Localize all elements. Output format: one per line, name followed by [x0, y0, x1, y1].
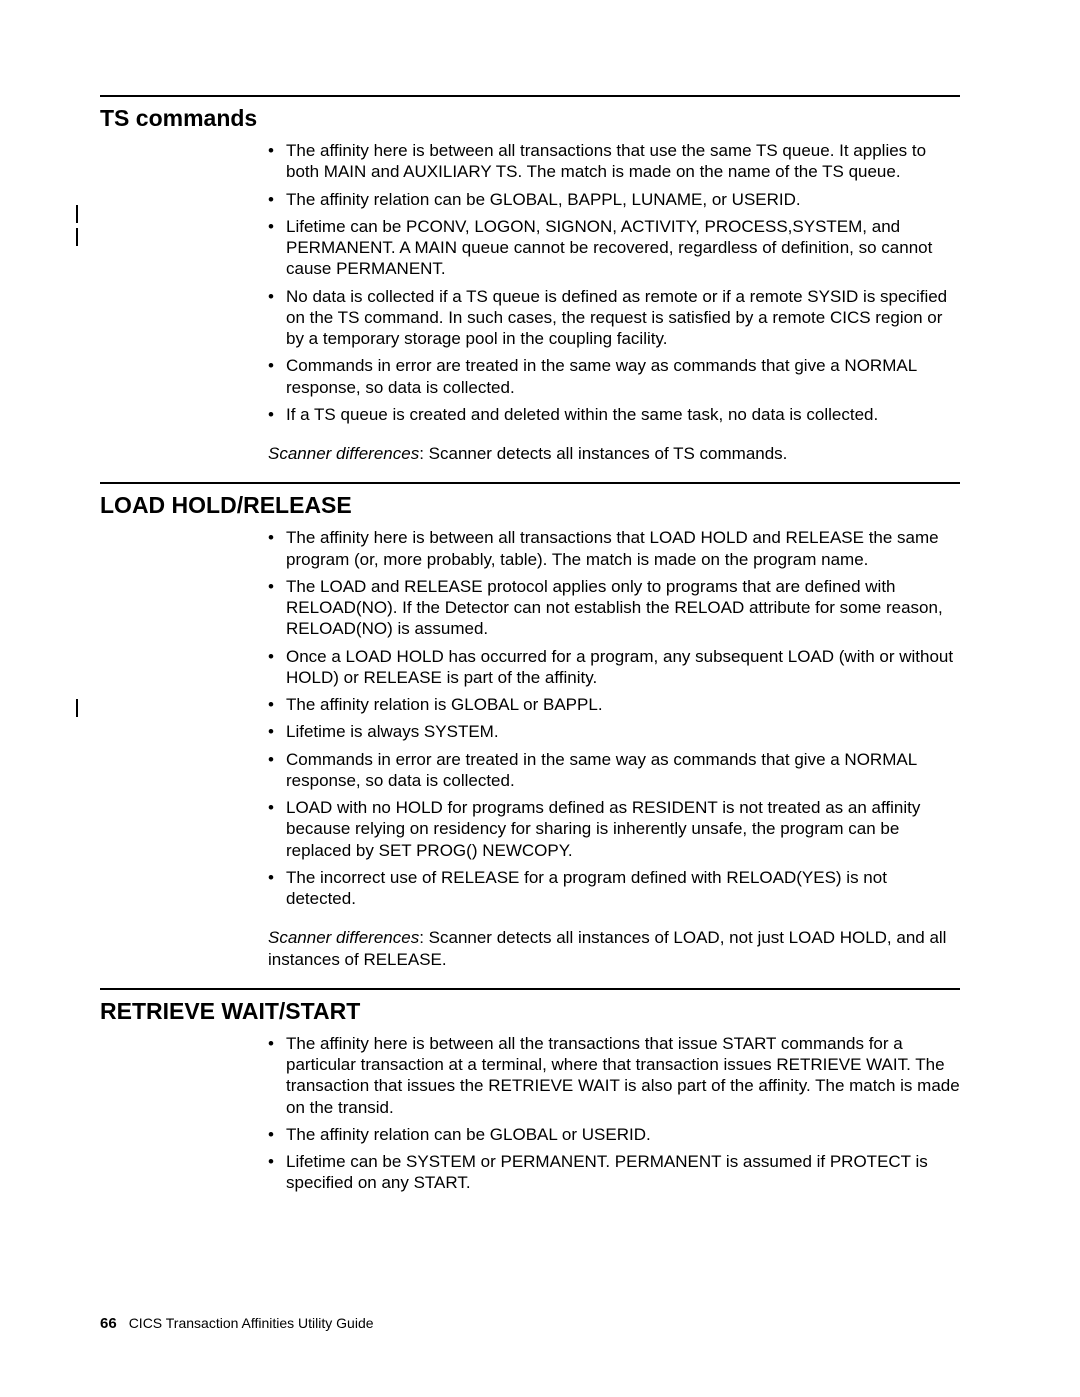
page-number: 66	[100, 1315, 117, 1332]
heading-retrieve-wait-start: RETRIEVE WAIT/START	[100, 998, 960, 1025]
list-item: The affinity here is between all transac…	[268, 527, 960, 570]
section1-bullets: The affinity here is between all transac…	[268, 140, 960, 425]
list-item: Commands in error are treated in the sam…	[268, 749, 960, 792]
list-item: The affinity relation can be GLOBAL, BAP…	[268, 189, 960, 210]
revision-bar	[76, 228, 78, 246]
list-item: Lifetime can be SYSTEM or PERMANENT. PER…	[268, 1151, 960, 1194]
page-content: TS commands The affinity here is between…	[100, 95, 960, 1200]
note-text: : Scanner detects all instances of TS co…	[419, 444, 787, 463]
list-item: If a TS queue is created and deleted wit…	[268, 404, 960, 425]
section-rule	[100, 988, 960, 990]
heading-ts-commands: TS commands	[100, 105, 960, 132]
list-item: Lifetime can be PCONV, LOGON, SIGNON, AC…	[268, 216, 960, 280]
section2-bullets: The affinity here is between all transac…	[268, 527, 960, 909]
section1-note: Scanner differences: Scanner detects all…	[268, 443, 960, 464]
section-rule	[100, 95, 960, 97]
list-item: Commands in error are treated in the sam…	[268, 355, 960, 398]
list-item: Lifetime is always SYSTEM.	[268, 721, 960, 742]
list-item: The affinity relation is GLOBAL or BAPPL…	[268, 694, 960, 715]
list-item: The affinity here is between all transac…	[268, 140, 960, 183]
list-item: LOAD with no HOLD for programs defined a…	[268, 797, 960, 861]
list-item: The affinity relation can be GLOBAL or U…	[268, 1124, 960, 1145]
section3-body: The affinity here is between all the tra…	[268, 1033, 960, 1194]
list-item: The affinity here is between all the tra…	[268, 1033, 960, 1118]
heading-load-hold-release: LOAD HOLD/RELEASE	[100, 492, 960, 519]
list-item: The LOAD and RELEASE protocol applies on…	[268, 576, 960, 640]
revision-bar	[76, 205, 78, 223]
note-label: Scanner differences	[268, 444, 419, 463]
section3-bullets: The affinity here is between all the tra…	[268, 1033, 960, 1194]
section-rule	[100, 482, 960, 484]
page-footer: 66 CICS Transaction Affinities Utility Gu…	[100, 1315, 374, 1332]
list-item: The incorrect use of RELEASE for a progr…	[268, 867, 960, 910]
doc-title: CICS Transaction Affinities Utility Guid…	[129, 1315, 374, 1331]
list-item: Once a LOAD HOLD has occurred for a prog…	[268, 646, 960, 689]
list-item: No data is collected if a TS queue is de…	[268, 286, 960, 350]
section2-body: The affinity here is between all transac…	[268, 527, 960, 970]
revision-bar	[76, 699, 78, 717]
section2-note: Scanner differences: Scanner detects all…	[268, 927, 960, 970]
section1-body: The affinity here is between all transac…	[268, 140, 960, 464]
note-label: Scanner differences	[268, 928, 419, 947]
